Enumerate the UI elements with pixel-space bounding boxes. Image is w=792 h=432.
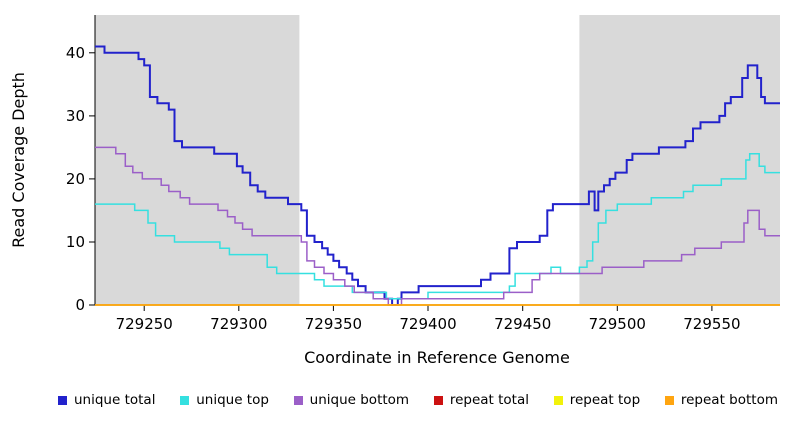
x-axis-title: Coordinate in Reference Genome bbox=[304, 348, 570, 367]
y-tick-label: 10 bbox=[66, 233, 85, 251]
legend-item: repeat bottom bbox=[664, 392, 778, 408]
y-tick-label: 30 bbox=[66, 107, 85, 125]
x-tick-label: 729300 bbox=[210, 315, 267, 333]
axes: 729250 729300 729350 729400 729450 729500 7295… bbox=[66, 15, 780, 333]
series-line-unique-bottom bbox=[95, 146, 780, 306]
y-tick-label: 0 bbox=[75, 296, 85, 314]
legend-item: repeat top bbox=[553, 392, 641, 408]
legend-item: unique bottom bbox=[293, 392, 410, 408]
shaded-region bbox=[95, 15, 300, 305]
x-tick-label: 729350 bbox=[305, 315, 362, 333]
legend-item: repeat total bbox=[433, 392, 529, 408]
series-line-unique-top bbox=[95, 152, 780, 300]
chart-legend: unique total unique top unique bottom repea… bbox=[0, 392, 792, 408]
y-tick-label: 20 bbox=[66, 170, 85, 188]
y-axis-title: Read Coverage Depth bbox=[9, 72, 28, 248]
legend-label: repeat bottom bbox=[680, 392, 778, 408]
legend-label: unique total bbox=[74, 392, 156, 408]
series-lines bbox=[95, 45, 780, 306]
legend-swatch bbox=[58, 395, 67, 405]
legend-label: unique top bbox=[196, 392, 269, 408]
legend-swatch bbox=[664, 395, 674, 405]
legend-swatch bbox=[553, 395, 563, 405]
legend-swatch bbox=[180, 395, 190, 405]
x-tick-label: 729500 bbox=[589, 315, 646, 333]
legend-label: repeat top bbox=[569, 392, 641, 408]
coverage-plot: 729250 729300 729350 729400 729450 729500 7295… bbox=[9, 15, 780, 367]
legend-item: unique total bbox=[58, 392, 155, 408]
legend-swatch bbox=[293, 395, 303, 405]
x-tick-label: 729450 bbox=[494, 315, 551, 333]
x-tick-label: 729550 bbox=[683, 315, 740, 333]
legend-label: repeat total bbox=[449, 392, 529, 408]
x-tick-label: 729400 bbox=[399, 315, 456, 333]
x-tick-label: 729250 bbox=[116, 315, 173, 333]
legend-item: unique top bbox=[180, 392, 269, 408]
y-tick-label: 40 bbox=[66, 44, 85, 62]
legend-swatch bbox=[433, 395, 443, 405]
legend-label: unique bottom bbox=[309, 392, 410, 408]
